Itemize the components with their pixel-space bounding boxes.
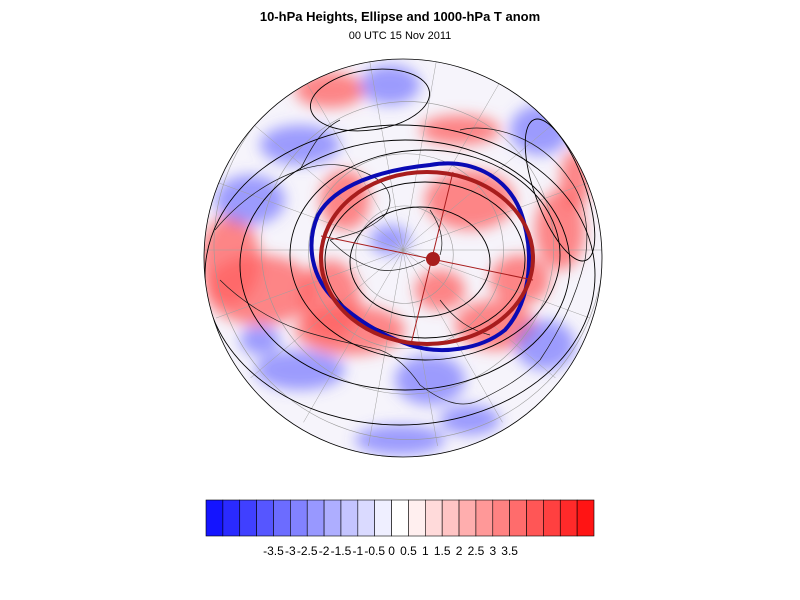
colorbar-tick-label: -2.5	[296, 544, 318, 558]
anomaly-patch	[215, 175, 285, 225]
colorbar-swatch	[273, 499, 291, 537]
anomaly-patch	[320, 170, 370, 230]
colorbar-swatch	[222, 499, 241, 537]
chart-title: 10-hPa Heights, Ellipse and 1000-hPa T a…	[259, 9, 541, 24]
colorbar-tick-label: -2	[318, 544, 330, 558]
height-contour	[289, 149, 561, 361]
meridian	[250, 121, 404, 251]
chart-subtitle: 00 UTC 15 Nov 2011	[348, 30, 452, 42]
meridian	[368, 249, 404, 447]
colorbar-tick-label: -1	[352, 544, 364, 558]
height-contour	[349, 206, 491, 318]
anomaly-patch	[260, 125, 340, 165]
colorbar-tick-label: 0	[388, 544, 395, 558]
colorbar-tick-label: 2.5	[467, 544, 485, 558]
height-contour	[524, 118, 596, 262]
colorbar-swatch	[323, 499, 342, 537]
anomaly-patch	[395, 355, 465, 405]
anomaly-patch	[515, 320, 575, 370]
height-contour	[239, 139, 571, 391]
coastline	[439, 299, 491, 336]
coastline	[219, 279, 421, 386]
colorbar-swatch	[559, 499, 578, 537]
meridian	[303, 249, 404, 423]
colorbar-swatch	[340, 499, 359, 537]
coastline	[539, 179, 588, 361]
vortex-edge-contour	[309, 161, 531, 352]
anomaly-patch	[240, 325, 280, 355]
colorbar-swatch	[256, 499, 274, 537]
anomaly-patch	[204, 215, 260, 305]
colorbar-tick-label: 1.5	[433, 544, 451, 558]
meridian	[250, 249, 404, 379]
colorbar-tick-label: 3.5	[501, 544, 518, 558]
anomaly-patch	[415, 270, 465, 310]
vortex-ellipse	[319, 170, 535, 346]
colorbar-tick-label: 3	[489, 544, 497, 558]
latitude-circle	[355, 205, 454, 304]
meridian	[303, 77, 404, 251]
colorbar-swatch	[205, 499, 224, 537]
colorbar-tick-label: -1.5	[330, 544, 352, 558]
anomaly-patch	[490, 255, 550, 305]
colorbar-swatch	[357, 499, 375, 537]
vortex-edge-line	[309, 161, 531, 352]
meridian	[215, 181, 404, 251]
anomaly-patch	[425, 170, 515, 230]
coastline	[299, 119, 341, 171]
colorbar-swatch	[408, 499, 426, 537]
latitude-circle	[213, 59, 602, 440]
colorbar-swatch	[441, 499, 460, 537]
meridian	[402, 249, 503, 423]
meridian	[402, 181, 591, 251]
coastline	[329, 239, 426, 271]
colorbar-swatch	[576, 499, 595, 537]
colorbar-swatch	[475, 499, 494, 537]
meridian	[402, 59, 438, 251]
anomaly-patch	[355, 425, 445, 455]
colorbar-swatch	[391, 499, 409, 537]
height-contour	[324, 181, 526, 339]
colorbar-swatch	[509, 499, 527, 537]
coastline	[429, 209, 443, 256]
colorbar-swatch	[306, 499, 325, 537]
colorbar-swatch	[374, 499, 392, 537]
anomaly-patch	[440, 405, 500, 435]
globe-outline	[203, 58, 603, 458]
colorbar-swatch	[239, 499, 257, 537]
latitude-circle	[260, 101, 555, 395]
colorbar-tick-label: -3.5	[263, 544, 284, 558]
colorbar-swatch	[458, 499, 477, 537]
colorbar-swatch	[492, 499, 510, 537]
ellipse-outline	[319, 170, 535, 346]
anomaly-patch	[300, 260, 360, 340]
anomaly-patch	[360, 65, 420, 105]
colorbar-tick-label: 2	[455, 544, 463, 558]
ellipse-center-marker	[426, 252, 440, 266]
colorbar-tick-label: -3	[285, 544, 296, 558]
height-contour	[309, 68, 431, 132]
coastline	[214, 164, 391, 241]
colorbar-swatch	[543, 499, 561, 537]
meridian	[215, 249, 404, 319]
latitude-circle	[308, 153, 504, 350]
colorbar-swatch	[425, 499, 443, 537]
coastline	[419, 359, 541, 405]
colorbar-swatch	[290, 499, 308, 537]
colorbar-tick-label: 0.5	[400, 544, 417, 558]
temperature-anomaly-field	[204, 65, 590, 455]
colorbar-tick-label: 1	[421, 544, 429, 558]
colorbar-tick-label: -0.5	[364, 544, 386, 558]
meridian	[368, 59, 404, 251]
colorbar-swatch	[526, 499, 544, 537]
meridian	[402, 121, 556, 251]
anomaly-patch	[255, 350, 345, 390]
